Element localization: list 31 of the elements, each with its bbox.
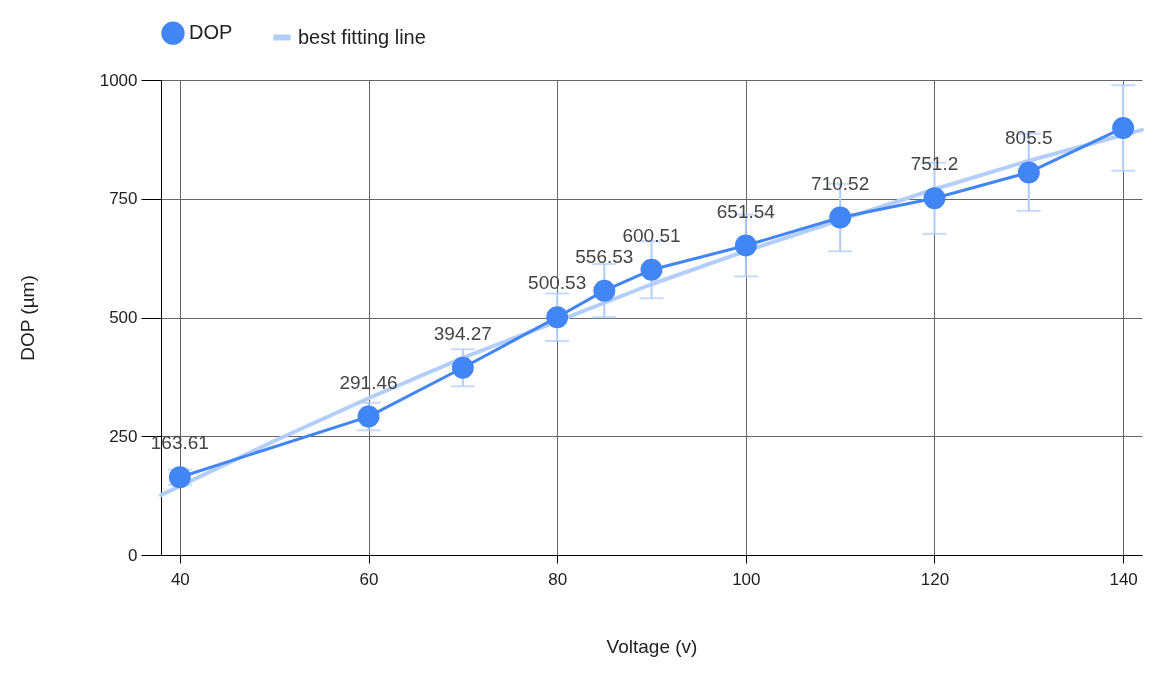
x-tick-label: 40: [170, 569, 190, 589]
y-tick-label: 1000: [99, 70, 138, 90]
data-label: 751.2: [910, 153, 959, 175]
legend-label: best fitting line: [298, 25, 426, 48]
point: [829, 206, 852, 229]
y-tick-label: 0: [128, 545, 138, 565]
legend-label: DOP: [189, 21, 233, 44]
data-label: 556.53: [575, 245, 634, 267]
x-tick-label: 120: [920, 569, 950, 589]
x-tick-label: 100: [732, 569, 761, 589]
data-label: 710.52: [811, 172, 870, 194]
point: [640, 258, 663, 281]
point: [734, 234, 757, 257]
point: [923, 187, 946, 210]
point: [1017, 161, 1040, 184]
data-label: 651.54: [716, 200, 776, 222]
x-tick-label: 140: [1109, 569, 1138, 589]
data-label: 600.51: [622, 224, 681, 246]
x-tick-label: 80: [548, 569, 568, 589]
x-tick-label: 60: [359, 569, 379, 589]
data-label: 394.27: [433, 322, 492, 344]
point: [451, 356, 474, 379]
point: [546, 306, 569, 329]
y-tick-label: 500: [109, 308, 138, 327]
point: [1112, 117, 1135, 139]
x-axis-title: Voltage (v): [606, 635, 698, 657]
y-tick-label: 750: [109, 189, 138, 209]
y-axis-title: DOP (µm): [16, 275, 38, 361]
y-tick-label: 250: [109, 426, 138, 446]
point: [593, 279, 616, 302]
data-label: 805.5: [1005, 127, 1053, 149]
